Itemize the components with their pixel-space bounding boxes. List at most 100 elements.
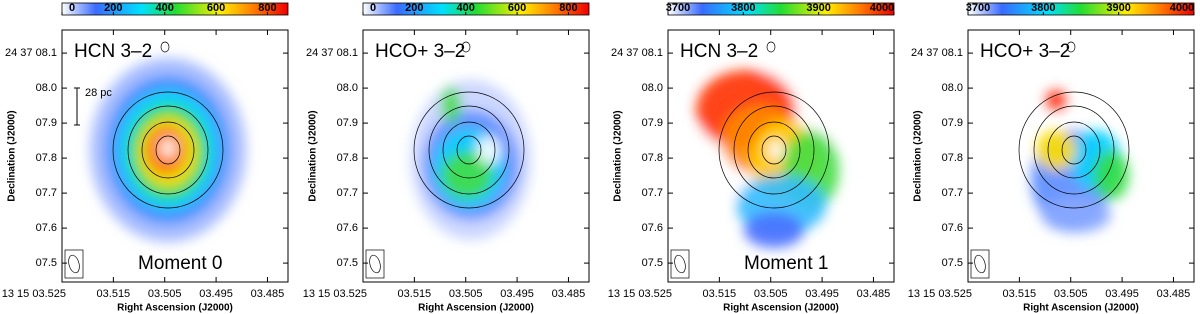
beam-box (64, 249, 84, 279)
y-tick-label: 07.7 (36, 187, 57, 199)
y-tick-label: 07.7 (942, 187, 963, 199)
y-tick-label: 07.7 (337, 187, 358, 199)
emission-region (160, 138, 176, 158)
contour (1018, 91, 1130, 209)
emission-region (1036, 130, 1076, 170)
y-axis-label: Declination (J2000) (308, 110, 319, 201)
x-tick-label: 03.515 (703, 288, 737, 300)
panel: 3700 3800 3900 4000 24 37 08.1 08.0 07.9 07.8 07… (608, 2, 895, 314)
x-axis-label: Right Ascension (J2000) (1023, 303, 1139, 314)
plot-border (967, 29, 1195, 283)
x-tick-label: 03.515 (97, 288, 131, 300)
x-tick-label: 03.505 (148, 288, 182, 300)
y-tick-label: 08.0 (36, 82, 57, 94)
plot-border (362, 29, 590, 283)
emission-region (441, 87, 461, 123)
contour (141, 121, 195, 179)
colorbar-tick-label: 0 (69, 2, 75, 14)
contour (160, 41, 170, 53)
y-tick-label: 08.0 (337, 82, 358, 94)
colorbar-tick-label: 3800 (1031, 2, 1055, 14)
contour (1061, 135, 1087, 165)
y-tick-label: 07.8 (642, 152, 663, 164)
moment-label: Moment 1 (744, 253, 828, 274)
y-axis-label: Declination (J2000) (7, 110, 18, 201)
contour (1033, 105, 1115, 195)
contour (1066, 41, 1076, 53)
beam-box (365, 249, 385, 279)
colorbar (61, 2, 289, 16)
contour (718, 91, 830, 209)
colorbar-tick-label: 3800 (731, 2, 755, 14)
y-tick-label: 08.0 (942, 82, 963, 94)
x-axis-label: Right Ascension (J2000) (723, 303, 839, 314)
y-tick-label: 07.5 (36, 257, 57, 269)
contour (766, 41, 776, 53)
image (1018, 41, 1130, 233)
colorbar-tick-label: 600 (508, 2, 526, 14)
y-tick-label: 07.8 (942, 152, 963, 164)
x-tick-label: 03.515 (1003, 288, 1037, 300)
colorbar-tick-label: 3700 (666, 2, 690, 14)
contour (1047, 121, 1101, 179)
colorbar-tick-label: 600 (207, 2, 225, 14)
x-tick-label: 03.495 (805, 288, 839, 300)
x-tick-label: 03.485 (552, 288, 586, 300)
y-tick-label: 24 37 08.1 (306, 47, 358, 59)
panel: 0 200 400 600 800 24 37 08.1 08.0 07.9 07.8 07.7 0… (303, 2, 590, 314)
x-tick-label: 03.515 (398, 288, 432, 300)
emission-region (477, 136, 501, 164)
x-tick-label: 03.495 (1105, 288, 1139, 300)
colorbar (667, 2, 895, 16)
emission-region (1041, 197, 1111, 233)
x-tick-label: 03.485 (251, 288, 285, 300)
emission-region (441, 151, 493, 199)
colorbar (362, 2, 590, 16)
colorbar-tick-label: 4000 (870, 2, 894, 14)
beam (369, 254, 381, 274)
y-tick-label: 07.5 (337, 257, 358, 269)
emission (90, 58, 246, 242)
panel: 3700 3800 3900 4000 24 37 08.1 08.0 07.9 07.8 07… (908, 2, 1195, 314)
beam-box (970, 249, 990, 279)
contour (155, 135, 181, 165)
y-tick-label: 07.7 (642, 187, 663, 199)
emission (411, 80, 531, 240)
x-tick-label: 03.505 (449, 288, 483, 300)
moment-label: Moment 0 (138, 253, 222, 274)
y-tick-label: 24 37 08.1 (611, 47, 663, 59)
panel: 0 200 400 600 800 24 37 08.1 08.0 07.9 07.8 07.7 0… (2, 2, 289, 314)
panel-title: HCO+ 3–2 (375, 41, 465, 62)
contour (761, 135, 787, 165)
colorbar-tick-label: 200 (104, 2, 122, 14)
colorbar-tick-label: 4000 (1170, 2, 1194, 14)
y-tick-label: 07.6 (942, 222, 963, 234)
scale-label: 28 pc (85, 87, 112, 99)
x-tick-label: 03.485 (857, 288, 891, 300)
panel-title: HCO+ 3–2 (980, 41, 1070, 62)
colorbar-tick-label: 3700 (966, 2, 990, 14)
plot-border (667, 29, 895, 283)
x-tick-label: 13 15 03.525 (303, 288, 367, 300)
colorbar-tick-label: 800 (559, 2, 577, 14)
beam (974, 254, 986, 274)
colorbar-tick-label: 400 (156, 2, 174, 14)
y-tick-label: 07.9 (642, 117, 663, 129)
x-tick-label: 03.505 (1054, 288, 1088, 300)
contour (747, 121, 801, 179)
y-tick-label: 07.6 (642, 222, 663, 234)
image (411, 41, 531, 240)
colorbar (967, 2, 1195, 16)
contour (461, 41, 471, 53)
beam (68, 254, 80, 274)
beam (674, 254, 686, 274)
emission-region (768, 140, 784, 160)
x-tick-label: 03.505 (754, 288, 788, 300)
colorbar-tick-label: 3900 (1106, 2, 1130, 14)
scale-bar (74, 87, 80, 126)
x-tick-label: 13 15 03.525 (908, 288, 972, 300)
contour (456, 135, 482, 165)
x-tick-label: 03.495 (500, 288, 534, 300)
contour (442, 121, 496, 179)
